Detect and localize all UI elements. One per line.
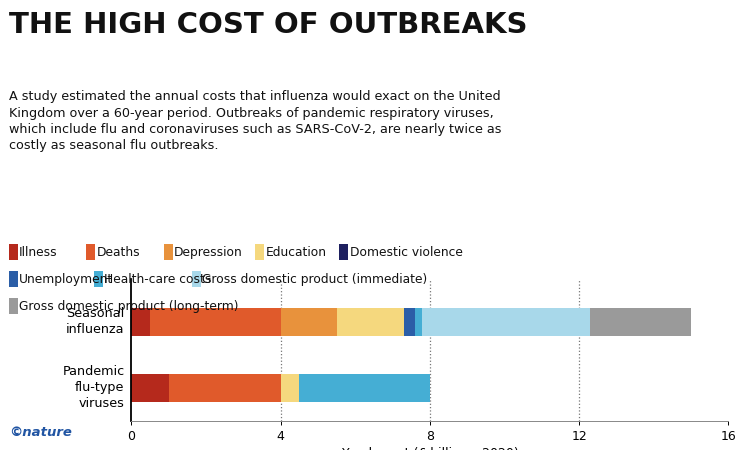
Text: Domestic violence: Domestic violence [350, 246, 463, 259]
Text: Unemployment: Unemployment [20, 273, 113, 286]
Text: A study estimated the annual costs that influenza would exact on the United
King: A study estimated the annual costs that … [9, 90, 502, 153]
Bar [281, 308, 336, 336]
Bar [300, 374, 430, 402]
Bar [131, 308, 150, 336]
Bar [131, 374, 169, 402]
Text: Education: Education [266, 246, 327, 259]
Bar [336, 308, 404, 336]
Text: Illness: Illness [20, 246, 58, 259]
Text: Gross domestic product (long-term): Gross domestic product (long-term) [20, 300, 239, 313]
Text: Depression: Depression [174, 246, 243, 259]
X-axis label: Yearly cost (£ billions, 2020): Yearly cost (£ billions, 2020) [342, 447, 518, 450]
Bar [590, 308, 691, 336]
Text: Deaths: Deaths [97, 246, 140, 259]
Bar [423, 308, 590, 336]
Text: ©nature: ©nature [9, 426, 72, 439]
Text: Health-care costs: Health-care costs [104, 273, 212, 286]
Bar [404, 308, 415, 336]
Bar [169, 374, 281, 402]
Bar [281, 374, 300, 402]
Text: Gross domestic product (immediate): Gross domestic product (immediate) [203, 273, 428, 286]
Bar [150, 308, 281, 336]
Bar [415, 308, 423, 336]
Text: THE HIGH COST OF OUTBREAKS: THE HIGH COST OF OUTBREAKS [9, 11, 527, 39]
